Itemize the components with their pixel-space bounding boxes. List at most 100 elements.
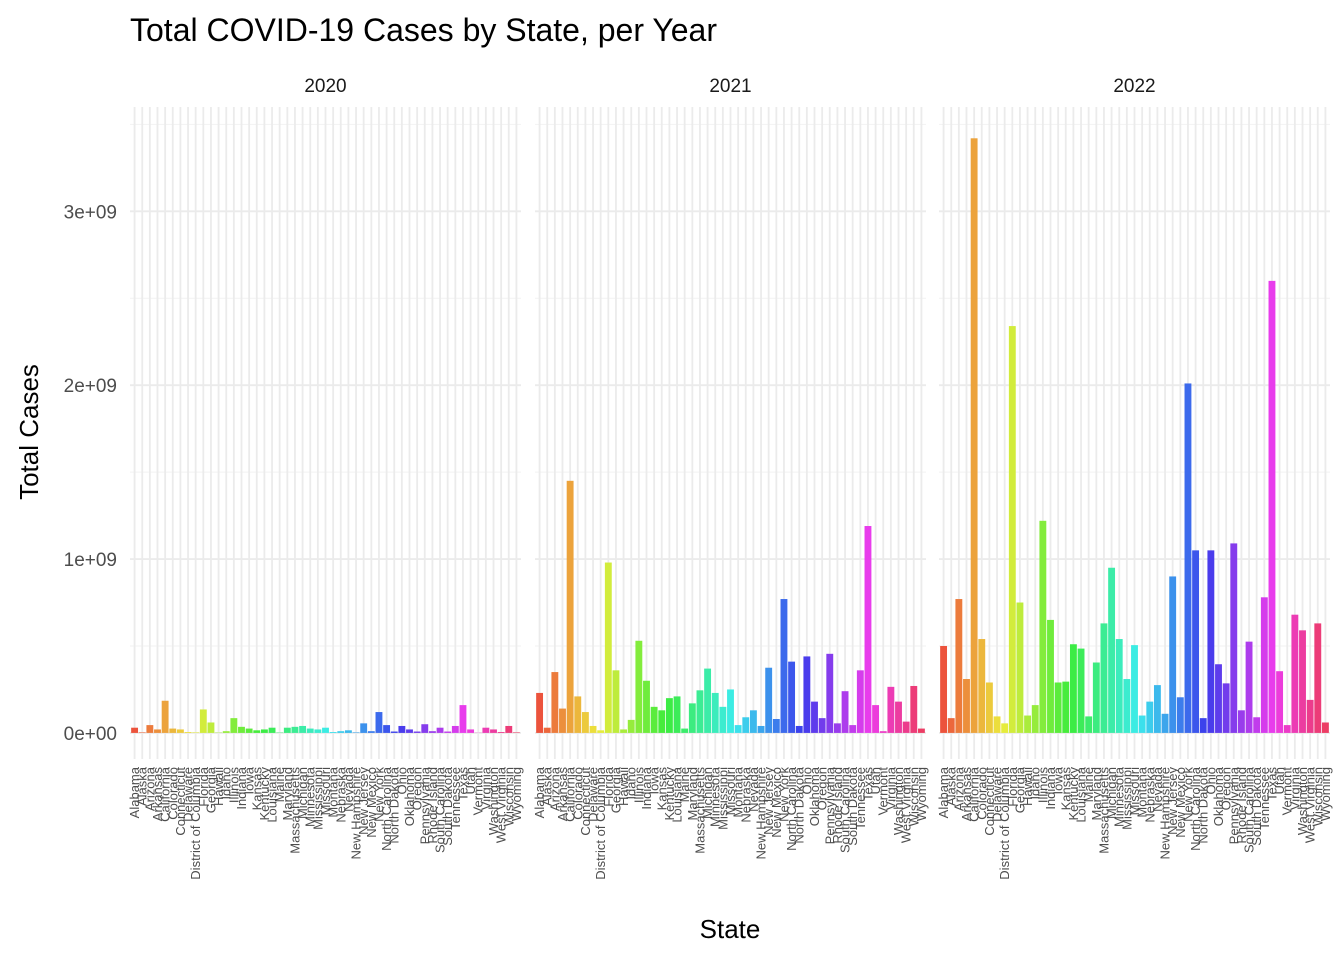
bar-california <box>566 480 574 733</box>
bar-minnesota <box>1115 639 1123 733</box>
bar-pennsylvania <box>826 653 834 733</box>
x-tick-label: Iowa <box>242 766 257 794</box>
bar-wyoming <box>512 732 520 733</box>
bar-utah <box>872 705 880 733</box>
x-tick-label: Delaware <box>181 767 196 822</box>
x-tick-label: Tennessee <box>1257 767 1272 830</box>
bar-colorado <box>574 696 582 733</box>
bar-wisconsin <box>1314 623 1322 733</box>
x-tick-label: Colorado <box>974 767 989 820</box>
x-tick-label: Colorado <box>570 767 585 820</box>
bar-arkansas <box>963 679 970 733</box>
bar-louisiana <box>268 727 276 733</box>
bar-connecticut <box>176 729 184 733</box>
x-tick-label: Georgia <box>1012 766 1027 813</box>
x-tick-label: California <box>967 766 982 822</box>
bar-iowa <box>650 706 658 733</box>
bar-virginia <box>1291 614 1299 733</box>
x-tick-label: Michigan <box>1104 767 1119 819</box>
x-tick-label: Vermont <box>876 767 891 816</box>
bar-nevada <box>749 710 757 733</box>
x-tick-label: Wisconsin <box>906 767 921 826</box>
x-tick-label: Florida <box>1005 766 1020 807</box>
x-tick-label: Idaho <box>219 767 234 800</box>
facet-label: 2020 <box>304 76 346 97</box>
bar-connecticut <box>581 712 589 733</box>
bar-arizona <box>551 672 559 733</box>
bar-virginia <box>887 686 895 733</box>
x-axis-title: State <box>700 914 761 944</box>
bar-illinois <box>1039 520 1047 733</box>
bar-idaho <box>222 731 230 733</box>
x-tick-label: Washington <box>1295 767 1310 835</box>
x-tick-label: Utah <box>463 767 478 794</box>
bar-ohio <box>1207 550 1215 733</box>
x-tick-label: South Dakota <box>440 766 455 846</box>
x-tick-label: West Virginia <box>1303 766 1318 843</box>
bar-nevada <box>1153 685 1161 733</box>
x-tick-label: West Virginia <box>494 766 509 843</box>
x-tick-label: Wisconsin <box>1310 767 1325 826</box>
bar-new-jersey <box>1169 576 1177 733</box>
x-tick-label: Idaho <box>1028 767 1043 800</box>
bar-south-dakota <box>444 731 452 733</box>
y-tick-label: 0e+00 <box>64 724 117 745</box>
bar-north-dakota <box>390 731 398 733</box>
bar-rhode-island <box>833 723 841 733</box>
bar-california <box>970 138 978 733</box>
bar-mississippi <box>314 729 322 733</box>
x-tick-label: Pennsylvania <box>1226 766 1241 844</box>
y-tick-label: 2e+09 <box>64 376 117 397</box>
x-tick-label: Tennessee <box>448 767 463 830</box>
x-tick-label: Arkansas <box>959 767 974 822</box>
facet-panel-2022: 2022 AlabamaAlaskaArizonaArkansasCaliforn… <box>936 76 1333 880</box>
bar-georgia <box>207 722 215 733</box>
bar-indiana <box>643 680 650 733</box>
x-tick-label: Illinois <box>1035 767 1050 804</box>
bar-texas <box>459 705 467 733</box>
bar-new-hampshire <box>352 732 360 733</box>
x-tick-label: North Dakota <box>792 766 807 843</box>
bar-oregon <box>413 731 421 733</box>
bar-district-of-columbia <box>1001 723 1009 733</box>
bar-texas <box>1268 280 1276 733</box>
x-tick-label: Indiana <box>1043 766 1058 809</box>
x-tick-label: Nevada <box>746 766 761 812</box>
bar-tennessee <box>451 725 459 733</box>
x-tick-label: Pennsylvania <box>822 766 837 844</box>
y-tick-label: 3e+09 <box>64 202 117 223</box>
x-tick-label: Wyoming <box>1318 767 1333 821</box>
x-tick-label: New Mexico <box>1173 767 1188 838</box>
x-tick-label: West Virginia <box>899 766 914 843</box>
bar-vermont <box>1283 725 1291 733</box>
x-tick-label: New York <box>1180 767 1195 822</box>
x-tick-label: Oregon <box>410 767 425 810</box>
x-tick-label: Massachusetts <box>692 767 707 854</box>
x-tick-label: South Carolina <box>1242 766 1257 853</box>
x-tick-label: Kansas <box>1058 767 1073 811</box>
bar-rhode-island <box>428 731 436 733</box>
bar-west-virginia <box>902 721 910 733</box>
bar-illinois <box>635 640 643 733</box>
bar-missouri <box>1131 645 1138 733</box>
x-tick-label: Montana <box>326 766 341 817</box>
x-tick-label: Nebraska <box>1142 766 1157 822</box>
bar-new-hampshire <box>757 725 765 733</box>
x-tick-label: Virginia <box>883 766 898 810</box>
x-tick-label: Vermont <box>1280 767 1295 816</box>
x-tick-label: California <box>563 766 578 822</box>
x-tick-label: Massachusetts <box>287 767 302 854</box>
x-tick-label: Arizona <box>142 766 157 811</box>
bar-wyoming <box>1321 722 1329 733</box>
x-tick-label: North Carolina <box>784 766 799 851</box>
x-tick-label: Maine <box>272 767 287 802</box>
x-tick-label: Indiana <box>639 766 654 809</box>
x-tick-label: Alabama <box>532 766 547 818</box>
bar-nebraska <box>1146 701 1154 733</box>
y-axis-title: Total Cases <box>14 364 44 500</box>
x-tick-label: Alabama <box>127 766 142 818</box>
bar-new-jersey <box>765 667 773 733</box>
x-tick-label: Colorado <box>165 767 180 820</box>
x-tick-label: Michigan <box>295 767 310 819</box>
x-tick-label: Kentucky <box>662 767 677 821</box>
